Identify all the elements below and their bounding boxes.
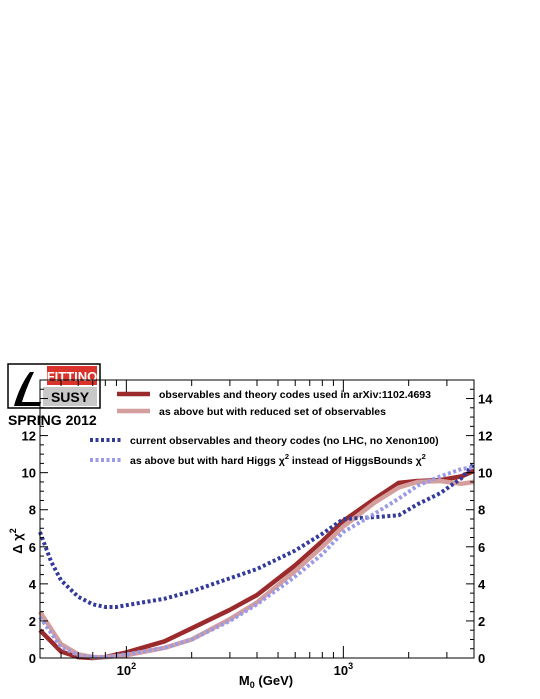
series-layer xyxy=(38,462,476,661)
y-tick-label-right: 6 xyxy=(478,540,485,555)
y-tick-label-left: 10 xyxy=(22,466,36,481)
legend-label-3: current observables and theory codes (no… xyxy=(130,435,439,447)
y-tick-label-right: 2 xyxy=(478,614,485,629)
y-tick-label-left: 2 xyxy=(29,614,36,629)
plot-frame xyxy=(39,379,475,659)
fittino-logo: FITTINO SUSY SPRING 2012 xyxy=(7,363,101,428)
series-line-4 xyxy=(38,465,475,660)
x-tick-label: 102 xyxy=(117,661,136,678)
y-tick-label-right: 10 xyxy=(478,466,492,481)
logo-gray-block xyxy=(43,387,97,406)
logo-brand-top: FITTINO xyxy=(47,369,98,384)
legend: observables and theory codes used in arX… xyxy=(90,389,439,467)
y-axis-title: Δ χ2 xyxy=(8,528,25,553)
legend-label-2: as above but with reduced set of observa… xyxy=(159,406,386,418)
y-tick-label-left: 4 xyxy=(29,577,37,592)
y-tick-label-right: 0 xyxy=(478,651,485,666)
y-tick-label-left: 12 xyxy=(22,429,36,444)
x-axis-title: M0 (GeV) xyxy=(239,673,293,690)
logo-subtitle: SPRING 2012 xyxy=(8,412,97,428)
y-tick-label-right: 4 xyxy=(478,577,486,592)
logo-script-l-icon xyxy=(14,372,41,406)
logo-brand-bottom: SUSY xyxy=(51,389,90,405)
legend-label-1: observables and theory codes used in arX… xyxy=(159,389,431,401)
series-line-1 xyxy=(38,468,475,661)
y-tick-label-left: 0 xyxy=(29,651,36,666)
y-tick-label-right: 8 xyxy=(478,503,485,518)
legend-label-4: as above but with hard Higgs χ2 instead … xyxy=(130,452,426,467)
x-tick-label: 103 xyxy=(334,661,353,678)
y-tick-label-left: 6 xyxy=(29,540,36,555)
y-tick-label-right: 12 xyxy=(478,429,492,444)
y-tick-label-right: 14 xyxy=(478,392,493,407)
ticks-layer: 0 2 4 6 8 10 12 0 2 4 6 8 10 12 14 102 103 xyxy=(22,379,493,678)
y-tick-label-left: 8 xyxy=(29,503,36,518)
